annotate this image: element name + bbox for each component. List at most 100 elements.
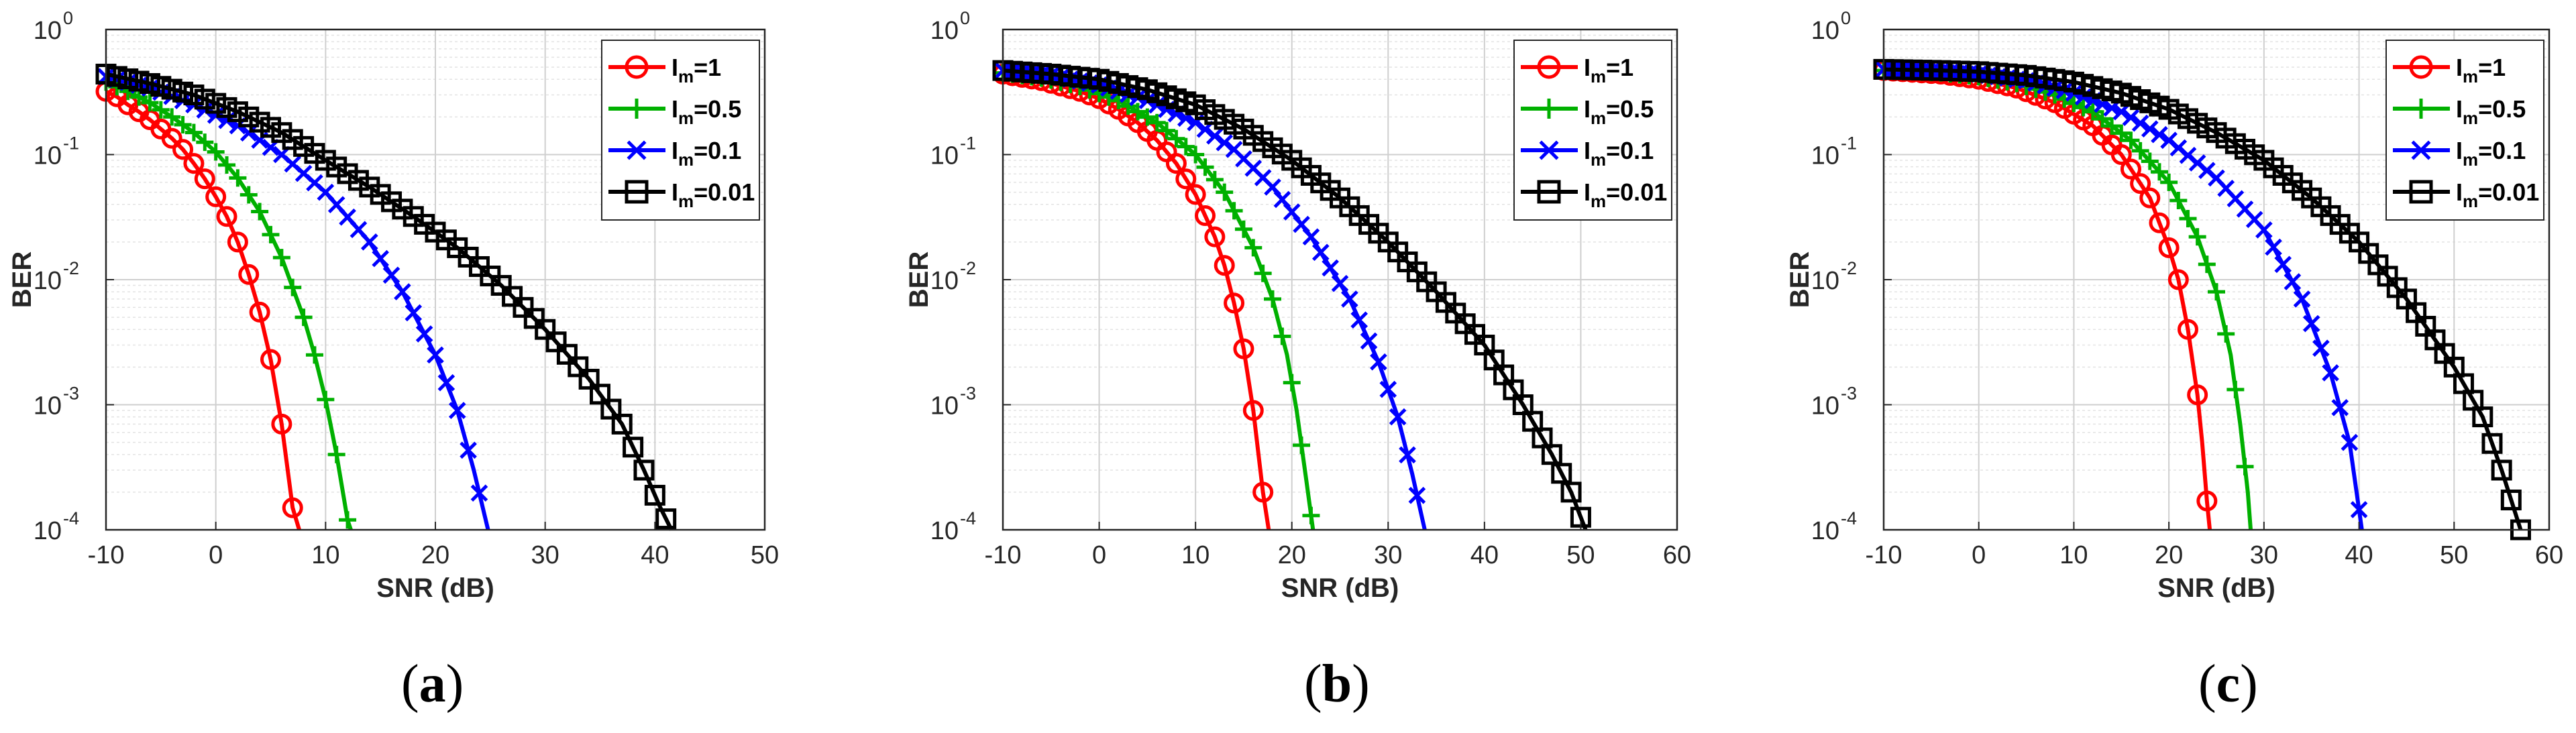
x-tick-label: 10 bbox=[1181, 541, 1210, 569]
x-tick-label: 50 bbox=[751, 541, 779, 569]
y-tick-exponent: -4 bbox=[1841, 508, 1857, 528]
x-tick-label: 10 bbox=[311, 541, 339, 569]
marker-x bbox=[1322, 259, 1339, 277]
y-tick-exponent: -3 bbox=[1841, 384, 1857, 404]
marker-square bbox=[556, 343, 578, 365]
marker-x bbox=[448, 402, 466, 419]
legend-label: Im=0.01 bbox=[672, 178, 755, 211]
marker-square bbox=[326, 156, 347, 178]
marker-square bbox=[128, 70, 150, 92]
marker-square bbox=[600, 398, 622, 420]
legend-c: Im=1 Im=0.5 Im=0.1 Im=0.01 bbox=[2385, 40, 2544, 221]
marker-x bbox=[2312, 339, 2330, 357]
marker-x bbox=[1539, 140, 1559, 160]
marker-x bbox=[2131, 114, 2149, 132]
marker-x bbox=[1206, 127, 1224, 145]
marker-plus bbox=[251, 203, 269, 221]
legend-a: Im=1 Im=0.5 Im=0.1 Im=0.01 bbox=[601, 40, 760, 221]
marker-plus bbox=[218, 156, 236, 174]
marker-square bbox=[578, 368, 600, 390]
marker-circle bbox=[2187, 384, 2208, 406]
marker-circle bbox=[282, 497, 303, 518]
y-tick-label: 10 bbox=[34, 142, 62, 170]
legend-label: Im=1 bbox=[2456, 54, 2506, 87]
legend-item-0: Im=1 bbox=[2393, 54, 2506, 87]
legend-item-1: Im=0.5 bbox=[1521, 95, 1654, 128]
y-tick-label: 10 bbox=[930, 17, 959, 45]
marker-plus bbox=[1158, 121, 1176, 139]
y-tick-label: 10 bbox=[930, 517, 959, 545]
marker-circle bbox=[1233, 338, 1254, 359]
marker-plus bbox=[2226, 380, 2245, 398]
x-tick-label: 30 bbox=[531, 541, 559, 569]
marker-square bbox=[271, 122, 292, 144]
marker-x bbox=[627, 140, 647, 160]
marker-plus bbox=[1177, 137, 1195, 156]
marker-plus bbox=[2198, 256, 2216, 274]
legend-label: Im=1 bbox=[1584, 54, 1633, 87]
marker-circle bbox=[1537, 55, 1561, 79]
marker-circle bbox=[2177, 319, 2198, 340]
marker-square bbox=[150, 76, 172, 97]
y-tick-exponent: -2 bbox=[63, 258, 79, 278]
marker-x bbox=[2151, 125, 2168, 144]
x-tick-label: 0 bbox=[209, 541, 223, 569]
marker-x bbox=[405, 304, 423, 322]
marker-x bbox=[382, 266, 400, 284]
marker-square bbox=[183, 84, 205, 106]
marker-x bbox=[1283, 203, 1301, 221]
legend-item-3: Im=0.01 bbox=[2393, 178, 2539, 211]
legend-label: Im=0.5 bbox=[1584, 95, 1654, 128]
marker-plus bbox=[239, 186, 258, 204]
marker-square bbox=[304, 143, 325, 164]
marker-x bbox=[2350, 501, 2368, 518]
x-tick-label: 60 bbox=[1663, 541, 1691, 569]
legend-item-1: Im=0.5 bbox=[608, 95, 741, 128]
marker-square bbox=[315, 150, 336, 171]
marker-plus bbox=[294, 308, 313, 327]
caption-a: (a) bbox=[401, 655, 464, 714]
x-axis-label-b: SNR (dB) bbox=[1281, 573, 1399, 603]
marker-plus bbox=[1119, 97, 1137, 115]
marker-square bbox=[172, 81, 194, 103]
y-tick-label: 10 bbox=[1811, 267, 1839, 295]
x-tick-label: -10 bbox=[1866, 541, 1902, 569]
marker-x bbox=[2331, 398, 2349, 416]
marker-plus bbox=[2217, 325, 2235, 343]
marker-x bbox=[1293, 215, 1310, 233]
marker-square bbox=[1537, 180, 1561, 204]
marker-circle bbox=[194, 168, 215, 190]
marker-plus bbox=[272, 249, 290, 267]
y-tick-exponent: -1 bbox=[960, 133, 976, 154]
y-tick-exponent: -3 bbox=[960, 384, 976, 404]
marker-x bbox=[437, 374, 455, 392]
marker-plus bbox=[2236, 457, 2254, 475]
legend-item-0: Im=1 bbox=[1521, 54, 1633, 87]
marker-plus bbox=[2188, 228, 2206, 246]
marker-x bbox=[2322, 364, 2339, 382]
marker-plus bbox=[1187, 146, 1205, 164]
x-tick-label: 60 bbox=[2535, 541, 2563, 569]
legend-item-3: Im=0.01 bbox=[1521, 178, 1667, 211]
y-tick-label: 10 bbox=[34, 17, 62, 45]
marker-circle bbox=[1214, 255, 1235, 276]
marker-plus bbox=[207, 143, 225, 161]
legend-item-2: Im=0.1 bbox=[608, 137, 741, 170]
y-tick-exponent: 0 bbox=[63, 8, 73, 28]
marker-x bbox=[2284, 273, 2302, 290]
x-tick-label: 10 bbox=[2059, 541, 2088, 569]
marker-plus bbox=[339, 511, 357, 529]
marker-circle bbox=[2110, 144, 2132, 165]
legend-label: Im=0.1 bbox=[672, 137, 741, 170]
x-tick-label: 20 bbox=[1278, 541, 1306, 569]
marker-plus bbox=[1205, 170, 1224, 188]
y-tick-exponent: -4 bbox=[960, 508, 976, 528]
marker-square bbox=[535, 319, 556, 340]
marker-circle bbox=[2130, 173, 2151, 194]
marker-plus bbox=[2141, 152, 2159, 170]
marker-square bbox=[2481, 433, 2503, 454]
marker-circle bbox=[260, 349, 281, 370]
marker-circle bbox=[271, 413, 292, 435]
y-tick-exponent: -1 bbox=[63, 133, 79, 154]
